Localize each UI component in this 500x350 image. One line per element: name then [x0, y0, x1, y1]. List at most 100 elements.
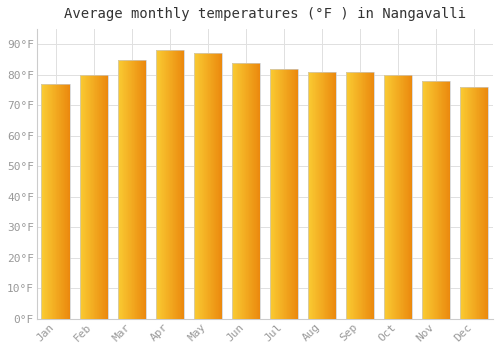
Bar: [105, 75, 106, 319]
Bar: [166, 50, 167, 319]
Bar: [60, 84, 61, 319]
Bar: [89, 75, 90, 319]
Bar: [388, 75, 389, 319]
Bar: [289, 69, 290, 319]
Bar: [42, 84, 43, 319]
Bar: [64, 84, 65, 319]
Bar: [356, 72, 357, 319]
Bar: [145, 60, 146, 319]
Bar: [279, 69, 280, 319]
Bar: [294, 69, 296, 319]
Bar: [391, 75, 392, 319]
Bar: [384, 75, 412, 319]
Bar: [346, 72, 374, 319]
Bar: [46, 84, 47, 319]
Bar: [334, 72, 335, 319]
Bar: [94, 75, 95, 319]
Bar: [83, 75, 84, 319]
Bar: [87, 75, 88, 319]
Bar: [86, 75, 87, 319]
Bar: [137, 60, 138, 319]
Bar: [283, 69, 284, 319]
Bar: [103, 75, 104, 319]
Bar: [183, 50, 184, 319]
Bar: [408, 75, 409, 319]
Bar: [440, 81, 441, 319]
Bar: [326, 72, 327, 319]
Bar: [171, 50, 172, 319]
Bar: [358, 72, 359, 319]
Bar: [460, 87, 488, 319]
Bar: [448, 81, 449, 319]
Bar: [276, 69, 277, 319]
Bar: [372, 72, 373, 319]
Bar: [82, 75, 83, 319]
Bar: [252, 63, 254, 319]
Bar: [371, 72, 372, 319]
Bar: [473, 87, 474, 319]
Bar: [308, 72, 336, 319]
Bar: [275, 69, 276, 319]
Bar: [406, 75, 407, 319]
Bar: [308, 72, 309, 319]
Bar: [449, 81, 450, 319]
Bar: [271, 69, 272, 319]
Bar: [68, 84, 69, 319]
Bar: [133, 60, 134, 319]
Bar: [422, 81, 423, 319]
Bar: [216, 54, 217, 319]
Bar: [238, 63, 239, 319]
Bar: [280, 69, 281, 319]
Bar: [233, 63, 234, 319]
Bar: [365, 72, 366, 319]
Bar: [50, 84, 51, 319]
Bar: [54, 84, 55, 319]
Bar: [240, 63, 242, 319]
Bar: [428, 81, 429, 319]
Bar: [359, 72, 360, 319]
Bar: [435, 81, 436, 319]
Bar: [168, 50, 169, 319]
Bar: [397, 75, 398, 319]
Bar: [106, 75, 107, 319]
Bar: [173, 50, 174, 319]
Bar: [364, 72, 365, 319]
Bar: [93, 75, 94, 319]
Bar: [348, 72, 349, 319]
Bar: [88, 75, 89, 319]
Bar: [182, 50, 183, 319]
Bar: [272, 69, 273, 319]
Bar: [432, 81, 433, 319]
Bar: [347, 72, 348, 319]
Bar: [438, 81, 439, 319]
Bar: [80, 75, 108, 319]
Bar: [163, 50, 164, 319]
Bar: [487, 87, 488, 319]
Bar: [366, 72, 367, 319]
Bar: [162, 50, 163, 319]
Bar: [405, 75, 406, 319]
Bar: [243, 63, 244, 319]
Bar: [310, 72, 311, 319]
Bar: [335, 72, 336, 319]
Bar: [319, 72, 320, 319]
Bar: [119, 60, 120, 319]
Bar: [43, 84, 44, 319]
Bar: [92, 75, 93, 319]
Bar: [210, 54, 212, 319]
Bar: [242, 63, 243, 319]
Bar: [447, 81, 448, 319]
Bar: [128, 60, 129, 319]
Bar: [134, 60, 135, 319]
Bar: [81, 75, 82, 319]
Bar: [55, 84, 56, 319]
Bar: [407, 75, 408, 319]
Bar: [363, 72, 364, 319]
Bar: [96, 75, 97, 319]
Bar: [201, 54, 202, 319]
Bar: [362, 72, 363, 319]
Bar: [328, 72, 329, 319]
Bar: [411, 75, 412, 319]
Bar: [288, 69, 289, 319]
Bar: [80, 75, 81, 319]
